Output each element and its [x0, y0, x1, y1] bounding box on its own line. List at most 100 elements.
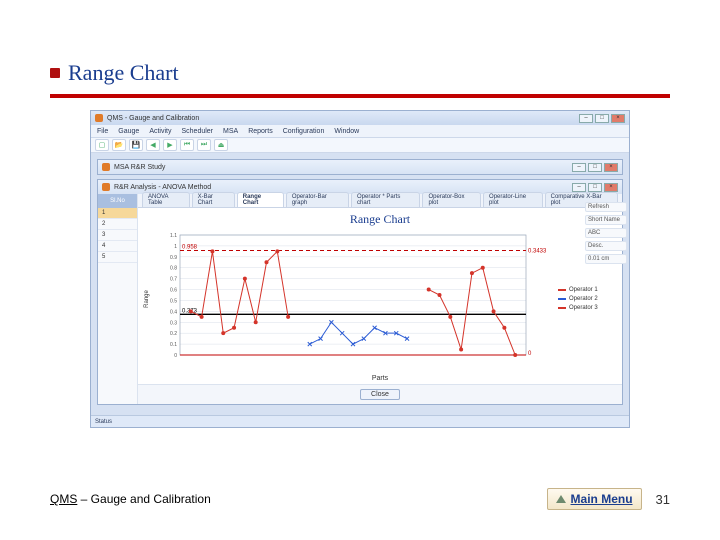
chart-panel: ANOVA TableX-Bar ChartRange ChartOperato… [138, 194, 622, 404]
legend-item: Operator 2 [558, 296, 616, 302]
left-row[interactable]: 5 [98, 252, 137, 263]
right-info-pane: RefreshShort NameABCDesc.0.01 cm [585, 199, 627, 267]
right-pane-item: 0.01 cm [585, 254, 627, 264]
exit-icon[interactable]: ⏏ [214, 139, 228, 151]
svg-text:0.6: 0.6 [170, 288, 177, 294]
legend-swatch [558, 307, 566, 309]
child2-title: R&R Analysis - ANOVA Method [114, 184, 211, 191]
tab-operator-line-plot[interactable]: Operator-Line plot [483, 192, 543, 207]
child1-min[interactable]: – [572, 163, 586, 172]
menu-scheduler[interactable]: Scheduler [181, 128, 213, 135]
page-number: 31 [656, 492, 670, 507]
tab-operator-parts-chart[interactable]: Operator * Parts chart [351, 192, 420, 207]
new-icon[interactable]: ▢ [95, 139, 109, 151]
y-axis-label: Range [142, 229, 152, 369]
menu-reports[interactable]: Reports [248, 128, 273, 135]
up-arrow-icon [556, 495, 566, 503]
menu-bar: File Gauge Activity Scheduler MSA Reports Conf… [91, 125, 629, 137]
svg-text:1: 1 [174, 244, 177, 250]
outer-title-text: QMS - Gauge and Calibration [107, 115, 199, 122]
svg-text:0: 0 [174, 353, 177, 359]
main-menu-label: Main Menu [571, 492, 633, 506]
doc-icon [102, 183, 110, 191]
title-bullet [50, 68, 60, 78]
menu-gauge[interactable]: Gauge [118, 128, 139, 135]
left-row[interactable]: 2 [98, 219, 137, 230]
right-pane-item: Refresh [585, 202, 627, 212]
svg-text:0.7: 0.7 [170, 277, 177, 283]
save-icon[interactable]: 💾 [129, 139, 143, 151]
svg-text:0.3433: 0.3433 [528, 248, 547, 254]
first-icon[interactable]: ⏮ [180, 139, 194, 151]
legend-item: Operator 1 [558, 287, 616, 293]
slide-title: Range Chart [68, 60, 179, 86]
legend-swatch [558, 289, 566, 291]
left-row[interactable]: 1 [98, 208, 137, 219]
legend-item: Operator 3 [558, 305, 616, 311]
chart-close-button[interactable]: Close [360, 389, 400, 400]
mdi-child-1: MSA R&R Study – □ × [97, 159, 623, 175]
main-menu-button[interactable]: Main Menu [547, 488, 642, 510]
menu-msa[interactable]: MSA [223, 128, 238, 135]
child2-min[interactable]: – [572, 183, 586, 192]
status-text: Status [95, 419, 112, 425]
svg-text:0.1: 0.1 [170, 342, 177, 348]
last-icon[interactable]: ⏭ [197, 139, 211, 151]
minimize-button[interactable]: – [579, 114, 593, 123]
svg-text:1.1: 1.1 [170, 233, 177, 239]
right-pane-item: Desc. [585, 241, 627, 251]
range-chart-plot: 0 0.1 0.2 0.3 0.4 0.5 0.6 0.7 0.8 0.9 1 1.1 0.958 0.3… [152, 229, 556, 369]
left-row[interactable]: 3 [98, 230, 137, 241]
tabstrip: ANOVA TableX-Bar ChartRange ChartOperato… [138, 194, 622, 208]
chart-grid-area: Sl.No 12345 ANOVA TableX-Bar ChartRange … [98, 194, 622, 404]
fwd-icon[interactable]: ▶ [163, 139, 177, 151]
open-icon[interactable]: 📂 [112, 139, 126, 151]
legend-swatch [558, 298, 566, 300]
tab-x-bar-chart[interactable]: X-Bar Chart [192, 192, 235, 207]
back-icon[interactable]: ◀ [146, 139, 160, 151]
child2-max[interactable]: □ [588, 183, 602, 192]
x-axis-label: Parts [138, 373, 622, 384]
outer-titlebar: QMS - Gauge and Calibration – □ × [91, 111, 629, 125]
child1-max[interactable]: □ [588, 163, 602, 172]
svg-text:0.3: 0.3 [170, 320, 177, 326]
tab-anova-table[interactable]: ANOVA Table [142, 192, 190, 207]
app-window: QMS - Gauge and Calibration – □ × File Ga… [90, 110, 630, 428]
svg-text:0.958: 0.958 [182, 244, 198, 250]
tab-operator-box-plot[interactable]: Operator-Box plot [422, 192, 481, 207]
svg-text:0.9: 0.9 [170, 255, 177, 261]
child2-close[interactable]: × [604, 183, 618, 192]
menu-window[interactable]: Window [334, 128, 359, 135]
svg-text:0.2: 0.2 [170, 331, 177, 337]
left-index-column: Sl.No 12345 [98, 194, 138, 404]
child1-title: MSA R&R Study [114, 164, 165, 171]
toolbar: ▢📂💾◀▶⏮⏭⏏ [91, 137, 629, 153]
app-icon [95, 114, 103, 122]
svg-text:0.8: 0.8 [170, 266, 177, 272]
tab-operator-bar-graph[interactable]: Operator-Bar graph [286, 192, 349, 207]
mdi-workspace: MSA R&R Study – □ × R&R Analysis - ANOVA… [91, 153, 629, 415]
legend-label: Operator 3 [569, 305, 598, 311]
svg-text:0: 0 [528, 351, 532, 357]
legend-label: Operator 2 [569, 296, 598, 302]
right-pane-item: Short Name [585, 215, 627, 225]
menu-activity[interactable]: Activity [149, 128, 171, 135]
svg-text:0.5: 0.5 [170, 298, 177, 304]
footer-text: QMS – Gauge and Calibration [50, 492, 211, 506]
chart-title: Range Chart [138, 208, 622, 229]
menu-configuration[interactable]: Configuration [283, 128, 325, 135]
left-col-header: Sl.No [98, 194, 137, 208]
title-rule [50, 94, 670, 98]
chart-svg: 0 0.1 0.2 0.3 0.4 0.5 0.6 0.7 0.8 0.9 1 1.1 0.958 0.3… [152, 229, 556, 369]
svg-text:0.4: 0.4 [170, 309, 177, 315]
close-button[interactable]: × [611, 114, 625, 123]
tab-range-chart[interactable]: Range Chart [237, 192, 284, 207]
menu-file[interactable]: File [97, 128, 108, 135]
doc-icon [102, 163, 110, 171]
status-bar: Status [91, 415, 629, 427]
child1-close[interactable]: × [604, 163, 618, 172]
mdi-child-2: R&R Analysis - ANOVA Method – □ × Sl.No … [97, 179, 623, 405]
maximize-button[interactable]: □ [595, 114, 609, 123]
left-row[interactable]: 4 [98, 241, 137, 252]
legend-label: Operator 1 [569, 287, 598, 293]
